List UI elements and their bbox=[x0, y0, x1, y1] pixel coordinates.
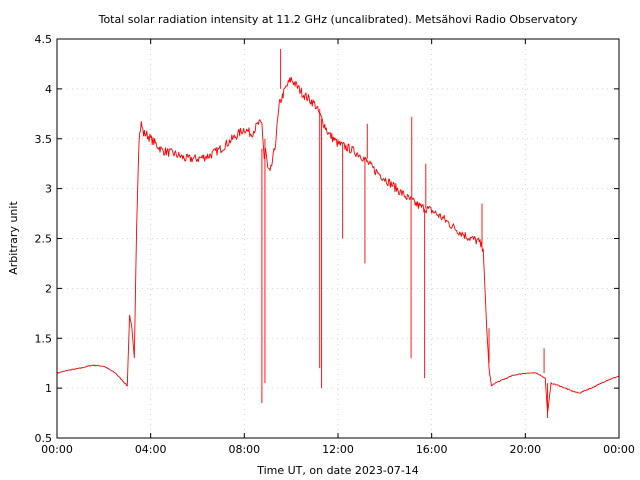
x-axis-ticks: 00:00 04:00 08:00 12:00 16:00 20:00 00:00 bbox=[41, 39, 635, 456]
y-axis-ticks: 0.5 1 1.5 2 2.5 3 3.5 4 4.5 bbox=[35, 33, 619, 445]
y-tick-label: 3 bbox=[45, 183, 52, 196]
series-line bbox=[56, 76, 620, 414]
x-tick-label: 00:00 bbox=[41, 443, 73, 456]
chart-title: Total solar radiation intensity at 11.2 … bbox=[98, 13, 578, 26]
y-axis-label: Arbitrary unit bbox=[7, 201, 20, 275]
x-axis-label: Time UT, on date 2023-07-14 bbox=[256, 464, 419, 477]
x-tick-label: 12:00 bbox=[322, 443, 354, 456]
y-tick-label: 4.5 bbox=[35, 33, 53, 46]
x-tick-label: 08:00 bbox=[228, 443, 260, 456]
grid-lines bbox=[57, 39, 619, 438]
x-tick-label: 00:00 bbox=[603, 443, 635, 456]
x-tick-label: 04:00 bbox=[135, 443, 167, 456]
data-series bbox=[56, 48, 620, 419]
y-tick-label: 1 bbox=[45, 382, 52, 395]
y-tick-label: 2 bbox=[45, 282, 52, 295]
y-tick-label: 2.5 bbox=[35, 233, 53, 246]
x-tick-label: 16:00 bbox=[416, 443, 448, 456]
x-tick-label: 20:00 bbox=[509, 443, 541, 456]
y-tick-label: 3.5 bbox=[35, 133, 53, 146]
y-tick-label: 0.5 bbox=[35, 432, 53, 445]
y-tick-label: 1.5 bbox=[35, 332, 53, 345]
y-tick-label: 4 bbox=[45, 83, 52, 96]
